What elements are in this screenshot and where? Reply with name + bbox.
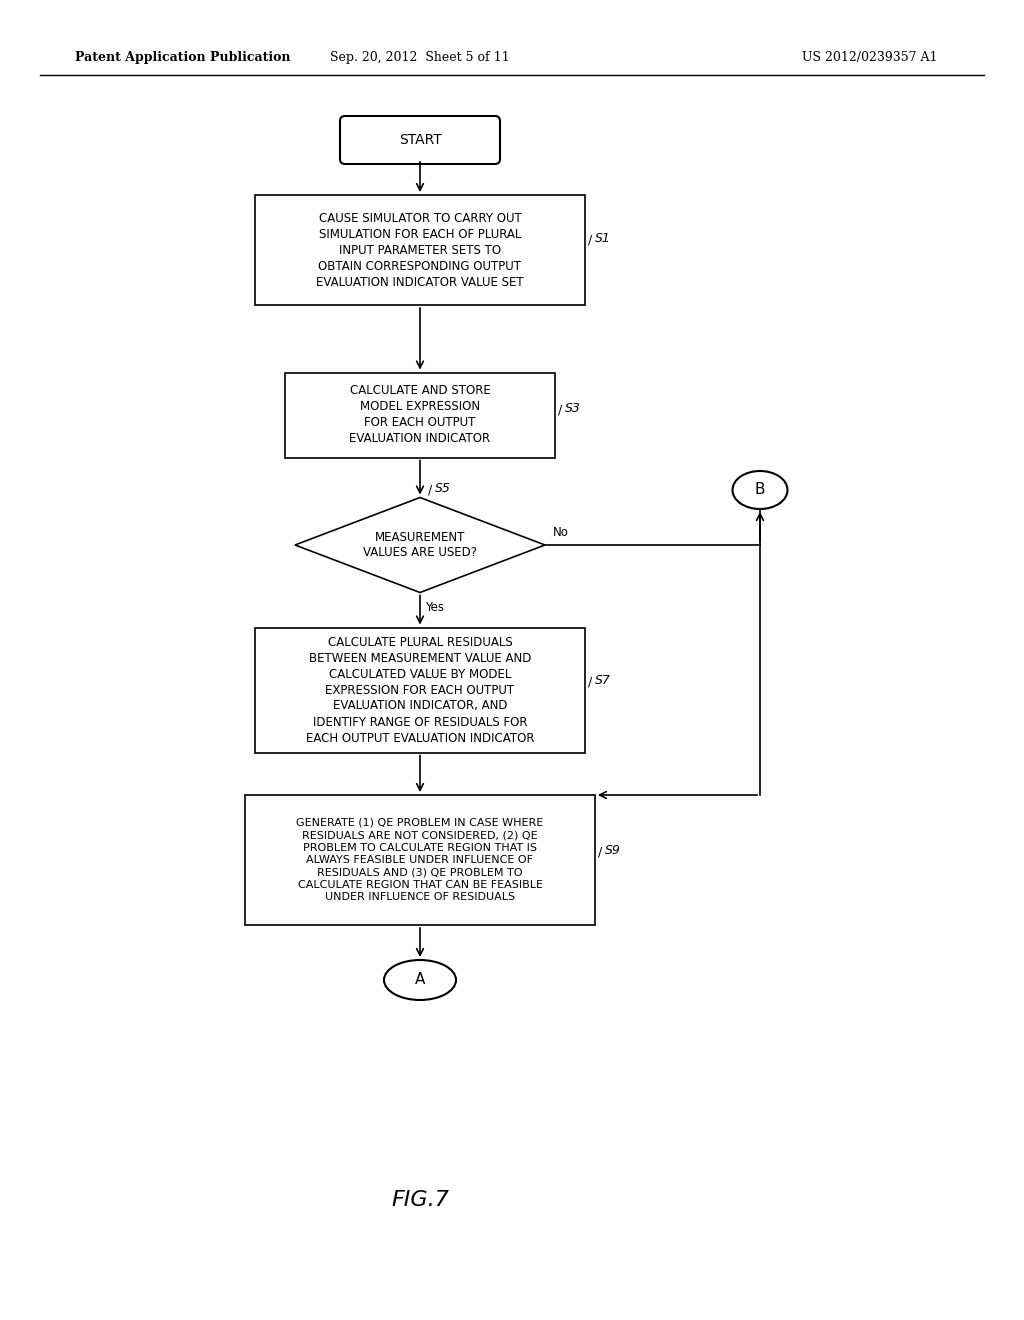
Text: /: / <box>598 846 602 858</box>
Text: GENERATE (1) QE PROBLEM IN CASE WHERE
RESIDUALS ARE NOT CONSIDERED, (2) QE
PROBL: GENERATE (1) QE PROBLEM IN CASE WHERE RE… <box>296 818 544 902</box>
Polygon shape <box>295 498 545 593</box>
Text: A: A <box>415 973 425 987</box>
Text: No: No <box>553 527 569 540</box>
Text: B: B <box>755 483 765 498</box>
Text: S9: S9 <box>605 843 621 857</box>
FancyBboxPatch shape <box>340 116 500 164</box>
Text: /: / <box>588 676 592 689</box>
Ellipse shape <box>384 960 456 1001</box>
Bar <box>245 795 595 925</box>
Text: S7: S7 <box>595 673 611 686</box>
Text: START: START <box>398 133 441 147</box>
Bar <box>255 195 585 305</box>
Text: Patent Application Publication: Patent Application Publication <box>75 50 291 63</box>
Text: S5: S5 <box>435 482 451 495</box>
Text: /: / <box>558 404 562 417</box>
Text: /: / <box>428 483 432 496</box>
Text: S3: S3 <box>565 401 581 414</box>
Text: /: / <box>588 234 592 247</box>
Text: FIG.7: FIG.7 <box>391 1191 449 1210</box>
Text: US 2012/0239357 A1: US 2012/0239357 A1 <box>802 50 938 63</box>
Bar <box>255 627 585 752</box>
Text: CALCULATE AND STORE
MODEL EXPRESSION
FOR EACH OUTPUT
EVALUATION INDICATOR: CALCULATE AND STORE MODEL EXPRESSION FOR… <box>349 384 490 446</box>
Bar <box>285 372 555 458</box>
Ellipse shape <box>732 471 787 510</box>
Text: CAUSE SIMULATOR TO CARRY OUT
SIMULATION FOR EACH OF PLURAL
INPUT PARAMETER SETS : CAUSE SIMULATOR TO CARRY OUT SIMULATION … <box>316 211 524 289</box>
Text: CALCULATE PLURAL RESIDUALS
BETWEEN MEASUREMENT VALUE AND
CALCULATED VALUE BY MOD: CALCULATE PLURAL RESIDUALS BETWEEN MEASU… <box>306 635 535 744</box>
Text: Sep. 20, 2012  Sheet 5 of 11: Sep. 20, 2012 Sheet 5 of 11 <box>330 50 510 63</box>
Text: S1: S1 <box>595 231 611 244</box>
Text: MEASUREMENT
VALUES ARE USED?: MEASUREMENT VALUES ARE USED? <box>362 531 477 558</box>
Text: Yes: Yes <box>425 601 444 614</box>
